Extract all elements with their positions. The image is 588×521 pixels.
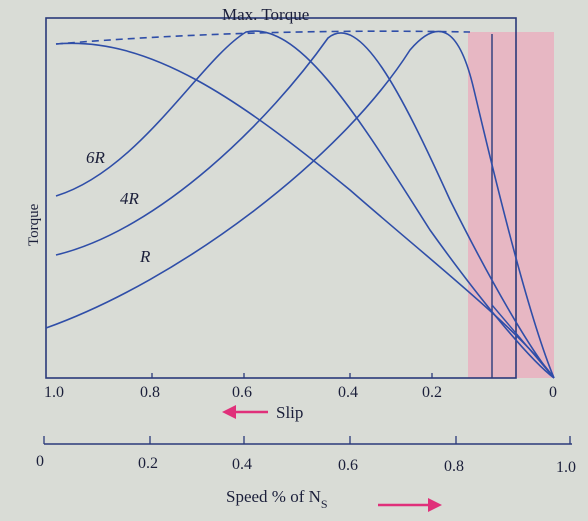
curve-4R: [55, 32, 555, 379]
slip-tick-0.2: 0.2: [422, 384, 442, 401]
speed-tick-0: 0: [36, 453, 44, 470]
slip-tick-0: 0: [549, 384, 557, 401]
speed-tick-0.6: 0.6: [338, 457, 358, 474]
speed-tick-0.8: 0.8: [444, 458, 464, 475]
y-axis-label: Torque: [26, 203, 42, 246]
plot-frame: [45, 17, 517, 379]
max-torque-envelope: [55, 30, 471, 45]
slip-axis-label: Slip: [276, 403, 303, 422]
slip-tick-0.8: 0.8: [140, 384, 160, 401]
chart-title: Max. Torque: [222, 5, 309, 24]
speed-tick-marks: [43, 436, 571, 444]
slip-arrow-icon: [222, 405, 268, 419]
curve-label-R: R: [139, 247, 151, 266]
speed-axis-label: Speed % of NS: [226, 487, 328, 511]
curve-high-resistance: [55, 42, 555, 379]
curve-R: [45, 30, 555, 379]
slip-tick-marks: [151, 373, 433, 378]
curve-label-4R: 4R: [120, 189, 140, 208]
curve-6R: [55, 30, 555, 379]
speed-arrow-icon: [378, 498, 442, 512]
speed-tick-0.2: 0.2: [138, 455, 158, 472]
low-slip-line-1: [491, 304, 555, 379]
speed-tick-0.4: 0.4: [232, 456, 252, 473]
slip-tick-0.6: 0.6: [232, 384, 252, 401]
shaded-region: [468, 32, 554, 378]
slip-tick-1.0: 1.0: [44, 384, 64, 401]
speed-tick-1.0: 1.0: [556, 459, 576, 476]
slip-tick-0.4: 0.4: [338, 384, 358, 401]
curve-label-6R: 6R: [86, 148, 106, 167]
